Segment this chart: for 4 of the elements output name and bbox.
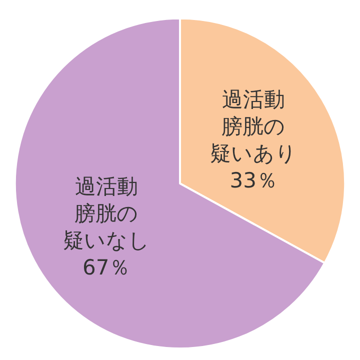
data-label: 67％ (82, 255, 130, 280)
slice-label: 過活動膀胱の疑いあり (210, 87, 298, 166)
data-label: 33％ (230, 168, 278, 192)
slice-label: 過活動膀胱の疑いなし (62, 174, 150, 252)
